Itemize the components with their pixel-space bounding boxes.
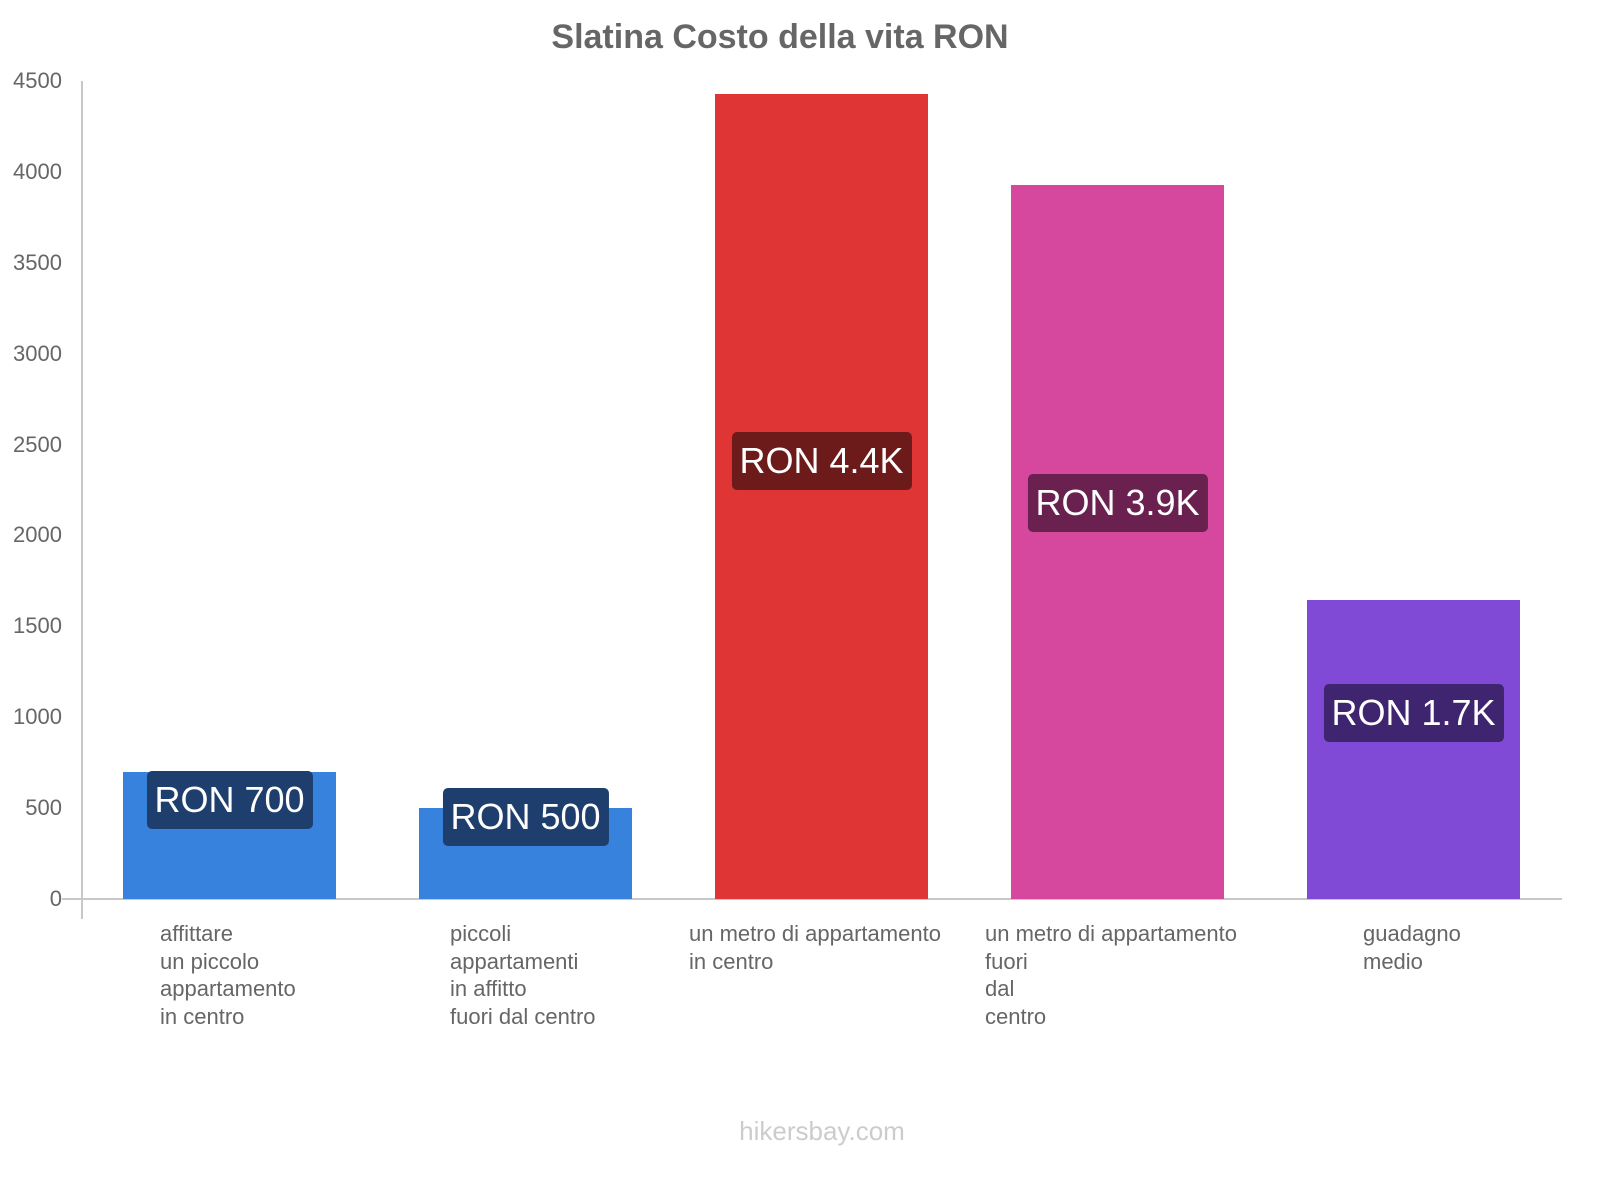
bar[interactable]: [1307, 599, 1520, 899]
x-tick-label: guadagno medio: [1363, 921, 1461, 974]
x-axis-line: [62, 898, 1562, 900]
y-tick-label: 1000: [13, 704, 62, 730]
value-label: RON 1.7K: [1323, 684, 1504, 742]
y-tick-label: 4500: [13, 68, 62, 93]
y-tick-label: 0: [49, 886, 62, 911]
watermark: hikersbay.com: [739, 1116, 905, 1146]
value-label: RON 3.9K: [1027, 474, 1208, 532]
x-tick-label: un metro di appartamento in centro: [689, 921, 941, 974]
y-tick-label: 2500: [13, 431, 62, 457]
bar[interactable]: [715, 93, 928, 899]
bar[interactable]: [1011, 184, 1224, 899]
y-tick-label: 3500: [13, 249, 62, 275]
y-axis-line: [81, 81, 83, 919]
y-tick-label: 2000: [13, 522, 62, 548]
x-tick-label: un metro di appartamento fuori dal centr…: [985, 921, 1237, 1029]
y-tick-label: 3000: [13, 340, 62, 366]
chart-title: Slatina Costo della vita RON: [551, 18, 1009, 56]
value-label: RON 500: [442, 788, 609, 846]
value-label: RON 4.4K: [731, 432, 912, 490]
y-tick-label: 4000: [13, 158, 62, 184]
y-tick-label: 500: [25, 795, 62, 821]
x-tick-label: piccoli appartamenti in affitto fuori da…: [450, 921, 596, 1029]
x-tick-label: affittare un piccolo appartamento in cen…: [160, 921, 296, 1029]
y-tick-label: 1500: [13, 613, 62, 639]
value-label: RON 700: [146, 771, 313, 829]
